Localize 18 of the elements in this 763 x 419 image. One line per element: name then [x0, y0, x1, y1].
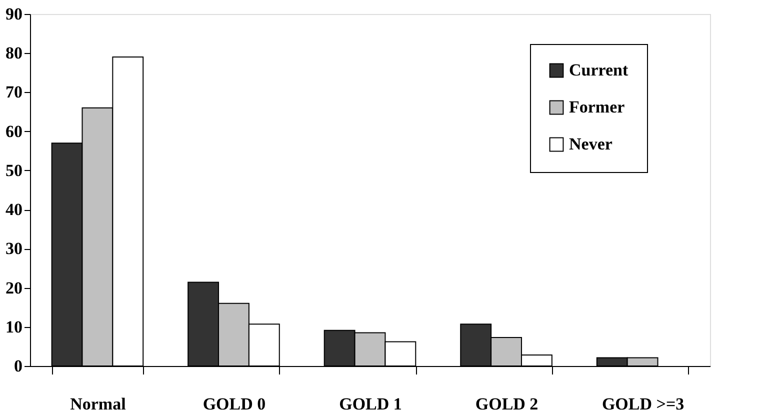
x-tick-label: GOLD 1	[339, 394, 402, 414]
x-tick-label: GOLD 2	[475, 394, 538, 414]
legend-label: Former	[569, 98, 626, 116]
y-tick-label: 40	[6, 200, 22, 220]
y-tick-label: 10	[6, 317, 22, 336]
y-tick-label: 90	[6, 4, 22, 24]
x-tick-label: GOLD 0	[202, 394, 266, 414]
y-tick-label: 50	[6, 160, 22, 180]
x-tick-label: GOLD >=3	[602, 394, 684, 414]
y-tick-label: 30	[6, 239, 22, 258]
legend-label: Never	[569, 134, 613, 154]
y-tick-label: 80	[6, 44, 22, 63]
y-tick-label: 20	[6, 278, 22, 298]
x-tick-label: Normal	[70, 394, 126, 414]
y-tick-label: 0	[14, 356, 22, 376]
legend-label: Current	[569, 60, 629, 80]
y-tick-label: 60	[6, 122, 22, 141]
y-tick-label: 70	[6, 82, 22, 102]
